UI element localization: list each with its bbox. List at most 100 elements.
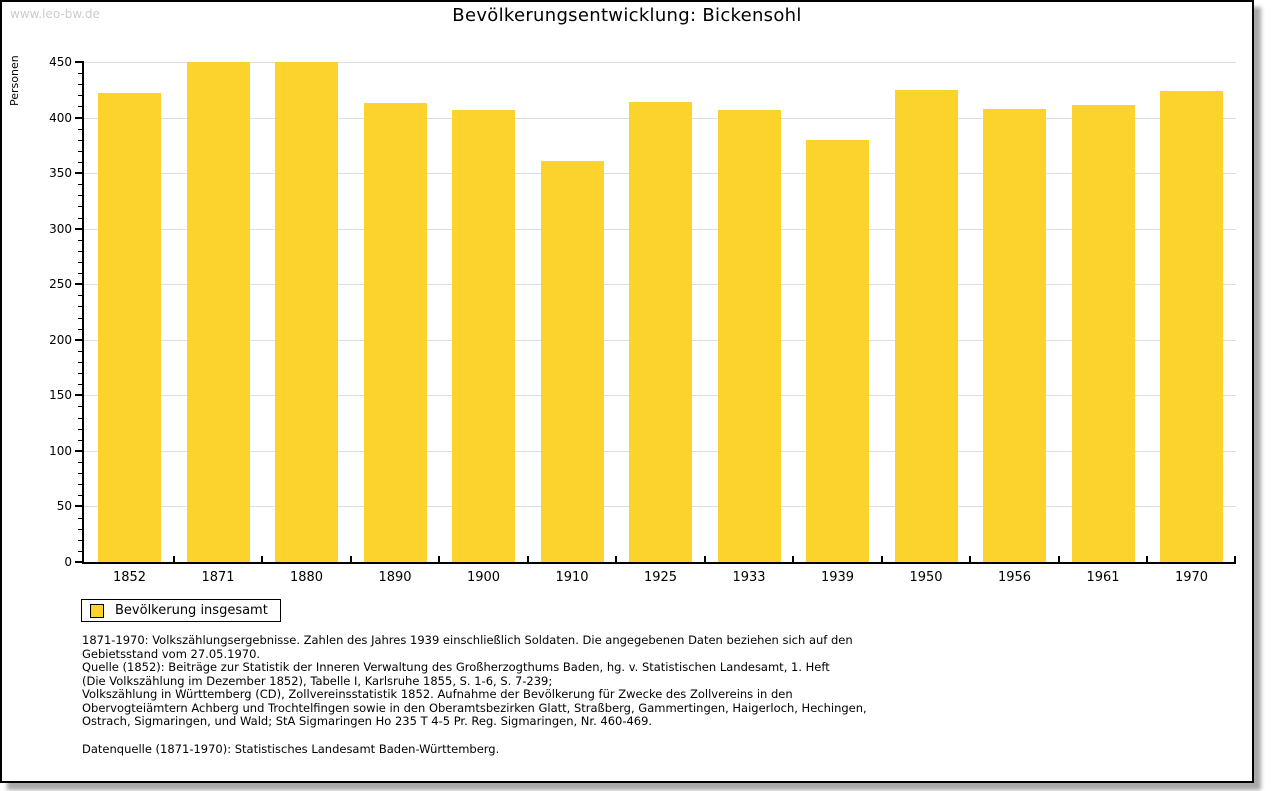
bar-1910 (540, 161, 604, 562)
y-tick-label: 350 (49, 166, 72, 181)
y-axis-minor-tick (78, 484, 84, 486)
y-axis-minor-tick (78, 73, 84, 75)
x-axis-tick (792, 556, 795, 562)
y-tick-label: 300 (49, 221, 72, 236)
x-tick-label: 1961 (1086, 570, 1120, 585)
x-tick-label: 1939 (820, 570, 855, 585)
y-axis-minor-tick (78, 495, 84, 497)
y-axis-tick (75, 338, 84, 341)
y-axis-tick (75, 449, 84, 452)
y-axis-minor-tick (78, 184, 84, 186)
y-axis-minor-tick (78, 128, 84, 130)
y-axis-title: Personen (8, 55, 21, 106)
x-axis-tick (880, 556, 883, 562)
y-axis-minor-tick (78, 239, 84, 241)
x-tick-label: 1956 (997, 570, 1032, 585)
x-tick-label: 1950 (909, 570, 943, 585)
x-tick-label: 1890 (378, 570, 412, 585)
bar-1933 (717, 110, 781, 562)
y-axis-minor-tick (78, 295, 84, 297)
x-tick-label: 1900 (466, 570, 501, 585)
y-axis-minor-tick (78, 473, 84, 475)
bar-1961 (1071, 105, 1135, 562)
y-axis-minor-tick (78, 417, 84, 419)
y-axis-minor-tick (78, 217, 84, 219)
footnote-line: Ostrach, Sigmaringen, und Wald; StA Sigm… (82, 714, 653, 728)
y-axis-tick (75, 561, 84, 563)
x-axis-tick (969, 556, 972, 562)
x-axis-tick (172, 556, 175, 562)
x-tick-label: 1910 (555, 570, 589, 585)
y-axis-tick (75, 61, 84, 63)
y-axis-minor-tick (78, 373, 84, 375)
data-source-note: Datenquelle (1871-1970): Statistisches L… (82, 741, 500, 756)
bar-1880 (275, 62, 338, 562)
y-axis-minor-tick (78, 439, 84, 441)
x-tick-label: 1970 (1174, 570, 1209, 585)
y-axis-minor-tick (78, 84, 84, 86)
x-axis-tick (438, 556, 441, 562)
y-axis-tick (75, 283, 84, 286)
y-axis-minor-tick (78, 150, 84, 152)
chart-panel: www.leo-bw.de Bevölkerungsentwicklung: B… (0, 0, 1254, 783)
bar-1900 (452, 110, 515, 562)
watermark: www.leo-bw.de (10, 7, 100, 21)
legend-label: Bevölkerung insgesamt (115, 603, 268, 618)
source-note: 1871-1970: Volkszählungsergebnisse. Zahl… (82, 633, 942, 729)
y-axis-minor-tick (78, 428, 84, 430)
bar-1970 (1160, 91, 1223, 562)
y-tick-label: 450 (49, 55, 72, 69)
y-axis-minor-tick (78, 195, 84, 197)
footnote-line: Volkszählung in Württemberg (CD), Zollve… (82, 687, 793, 701)
y-axis-minor-tick (78, 206, 84, 208)
footnote-line: Obervogteiämtern Achberg und Trochtelfin… (82, 700, 867, 715)
footnote-line: 1871-1970: Volkszählungsergebnisse. Zahl… (82, 633, 853, 647)
bar-1939 (806, 140, 869, 562)
footnotes: 1871-1970: Volkszählungsergebnisse. Zahl… (82, 633, 942, 756)
y-axis-minor-tick (78, 384, 84, 386)
x-axis-tick (349, 556, 352, 562)
y-axis-minor-tick (78, 462, 84, 463)
y-tick-label: 50 (56, 499, 72, 514)
y-axis-minor-tick (78, 350, 84, 352)
footnote-line: Quelle (1852): Beiträge zur Statistik de… (82, 660, 830, 674)
y-axis-minor-tick (78, 139, 84, 141)
y-axis-tick (75, 394, 84, 397)
y-axis-minor-tick (78, 517, 84, 519)
y-axis-tick (75, 172, 84, 175)
gridline (84, 62, 1236, 63)
x-tick-label: 1871 (201, 570, 235, 585)
x-axis-tick (526, 556, 529, 562)
legend: Bevölkerung insgesamt (81, 599, 281, 622)
y-axis-tick (75, 505, 84, 508)
y-axis-minor-tick (78, 106, 84, 108)
y-axis-minor-tick (78, 406, 84, 408)
y-axis-minor-tick (78, 362, 84, 363)
x-axis-tick (1146, 556, 1149, 562)
y-tick-label: 400 (49, 110, 72, 125)
y-axis-minor-tick (78, 162, 84, 163)
footnote-line: (Die Volkszählung im Dezember 1852), Tab… (82, 673, 553, 688)
legend-swatch-icon (90, 603, 104, 618)
y-tick-label: 150 (49, 388, 72, 403)
y-axis-minor-tick (78, 306, 84, 308)
y-axis-minor-tick (78, 262, 84, 263)
y-axis-tick (75, 116, 84, 119)
y-tick-label: 0 (64, 555, 72, 569)
bar-1925 (629, 102, 692, 562)
y-axis-tick (75, 227, 84, 230)
x-tick-label: 1925 (643, 570, 678, 585)
plot-area: 0 50 100 150 200 250 300 350 400 450 1852 1871 1880 1… (49, 55, 1236, 585)
y-axis-minor-tick (78, 95, 84, 97)
footnote-line: Gebietsstand vom 27.05.1970. (82, 646, 261, 661)
x-tick-label: 1852 (112, 570, 147, 585)
y-axis-minor-tick (78, 550, 84, 552)
bar-1956 (983, 109, 1046, 562)
y-axis-minor-tick (78, 528, 84, 530)
y-axis-minor-tick (78, 317, 84, 319)
bar-1852 (98, 93, 161, 562)
x-tick-label: 1880 (289, 570, 324, 585)
bar-1871 (186, 62, 250, 562)
x-axis-tick (615, 556, 618, 562)
y-axis-minor-tick (78, 273, 84, 275)
